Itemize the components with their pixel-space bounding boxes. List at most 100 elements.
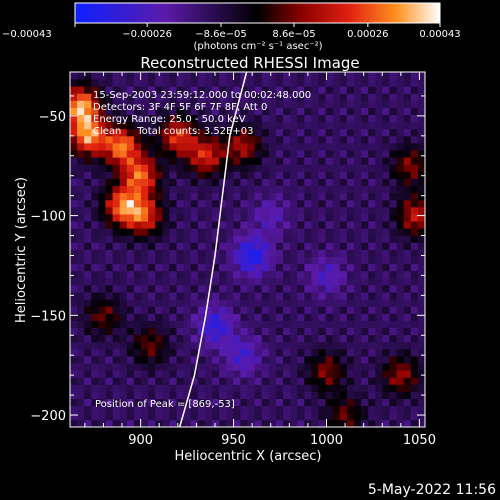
heatmap-cell xyxy=(368,93,376,101)
heatmap-cell xyxy=(240,391,248,399)
heatmap-cell xyxy=(311,128,319,137)
heatmap-cell xyxy=(155,356,163,364)
x-axis-ticks: 900 950 1000 1050 xyxy=(84,72,436,448)
heatmap-cell xyxy=(183,412,192,421)
heatmap-cell xyxy=(155,306,163,314)
heatmap-cell xyxy=(77,348,85,357)
heatmap-cell xyxy=(268,334,277,343)
heatmap-cell xyxy=(183,185,192,194)
heatmap-cell xyxy=(141,128,149,137)
heatmap-cell xyxy=(283,121,291,130)
heatmap-cell xyxy=(204,363,213,371)
heatmap-cell xyxy=(84,370,92,378)
heatmap-cell xyxy=(148,419,156,427)
heatmap-cell xyxy=(190,93,199,101)
heatmap-cell xyxy=(339,363,348,371)
heatmap-cell xyxy=(204,412,213,421)
heatmap-cell xyxy=(148,242,156,250)
heatmap-cell xyxy=(204,135,213,144)
heatmap-cell xyxy=(233,313,241,321)
heatmap-cell xyxy=(70,100,78,108)
heatmap-cell xyxy=(325,121,334,130)
heatmap-cell xyxy=(141,206,149,215)
heatmap-cell xyxy=(204,228,213,236)
heatmap-cell xyxy=(91,79,99,87)
heatmap-cell xyxy=(77,256,85,265)
heatmap-cell xyxy=(325,128,334,137)
heatmap-cell xyxy=(155,128,163,137)
heatmap-cell xyxy=(297,270,305,279)
heatmap-cell xyxy=(148,221,156,229)
heatmap-cell xyxy=(190,249,199,257)
heatmap-cell xyxy=(254,185,263,194)
heatmap-cell xyxy=(176,384,184,392)
heatmap-cell xyxy=(346,384,355,392)
heatmap-cell xyxy=(169,285,177,293)
heatmap-cell xyxy=(148,320,156,328)
heatmap-cell xyxy=(304,277,312,286)
heatmap-cell xyxy=(197,306,206,314)
heatmap-cell xyxy=(169,419,177,427)
heatmap-cell xyxy=(133,214,142,222)
heatmap-cell xyxy=(283,419,291,427)
heatmap-cell xyxy=(190,206,199,215)
heatmap-cell xyxy=(318,270,326,279)
heatmap-cell xyxy=(91,121,99,130)
heatmap-cell xyxy=(233,178,241,186)
heatmap-cell xyxy=(126,178,135,186)
heatmap-cell xyxy=(304,292,312,300)
heatmap-cell xyxy=(268,72,277,80)
heatmap-cell xyxy=(197,235,206,243)
heatmap-cell xyxy=(283,214,291,222)
heatmap-cell xyxy=(91,270,99,279)
heatmap-cell xyxy=(148,249,156,257)
heatmap-cell xyxy=(354,235,362,243)
heatmap-cell xyxy=(332,249,341,257)
heatmap-cell xyxy=(119,419,128,427)
heatmap-cell xyxy=(368,270,376,279)
heatmap-cell xyxy=(77,107,85,115)
colorbar-tick-label: 0.00026 xyxy=(347,29,388,40)
heatmap-cell xyxy=(261,199,270,208)
heatmap-cell xyxy=(183,228,192,236)
heatmap-cell xyxy=(417,228,425,236)
heatmap-cell xyxy=(417,199,425,208)
heatmap-cell xyxy=(261,384,270,392)
heatmap-cell xyxy=(204,150,213,158)
heatmap-cell xyxy=(204,348,213,357)
heatmap-cell xyxy=(318,377,326,385)
heatmap-cell xyxy=(261,86,270,94)
heatmap-cell xyxy=(382,398,390,407)
heatmap-cell xyxy=(410,398,419,407)
heatmap-cell xyxy=(204,405,213,414)
heatmap-cell xyxy=(275,121,284,130)
heatmap-cell xyxy=(119,412,128,421)
heatmap-cell xyxy=(84,292,92,300)
heatmap-cell xyxy=(169,128,177,137)
heatmap-cell xyxy=(311,93,319,101)
heatmap-cell xyxy=(77,391,85,399)
heatmap-cell xyxy=(368,121,376,130)
heatmap-cell xyxy=(240,277,248,286)
heatmap-cell xyxy=(283,313,291,321)
heatmap-cell xyxy=(126,419,135,427)
heatmap-cell xyxy=(190,143,199,151)
heatmap-cell xyxy=(339,334,348,343)
heatmap-cell xyxy=(283,235,291,243)
heatmap-cell xyxy=(396,249,405,257)
heatmap-cell xyxy=(368,313,376,321)
heatmap-cell xyxy=(119,256,128,265)
heatmap-cell xyxy=(304,377,312,385)
heatmap-cell xyxy=(240,221,248,229)
y-tick-label: −200 xyxy=(30,409,66,424)
heatmap-cell xyxy=(254,93,263,101)
heatmap-cell xyxy=(254,107,263,115)
heatmap-cell xyxy=(403,86,412,94)
heatmap-cell xyxy=(311,391,319,399)
heatmap-cell xyxy=(254,86,263,94)
heatmap-cell xyxy=(297,214,305,222)
heatmap-cell xyxy=(126,348,135,357)
heatmap-cell xyxy=(275,157,284,165)
heatmap-cell xyxy=(233,419,241,427)
heatmap-cell xyxy=(311,348,319,357)
